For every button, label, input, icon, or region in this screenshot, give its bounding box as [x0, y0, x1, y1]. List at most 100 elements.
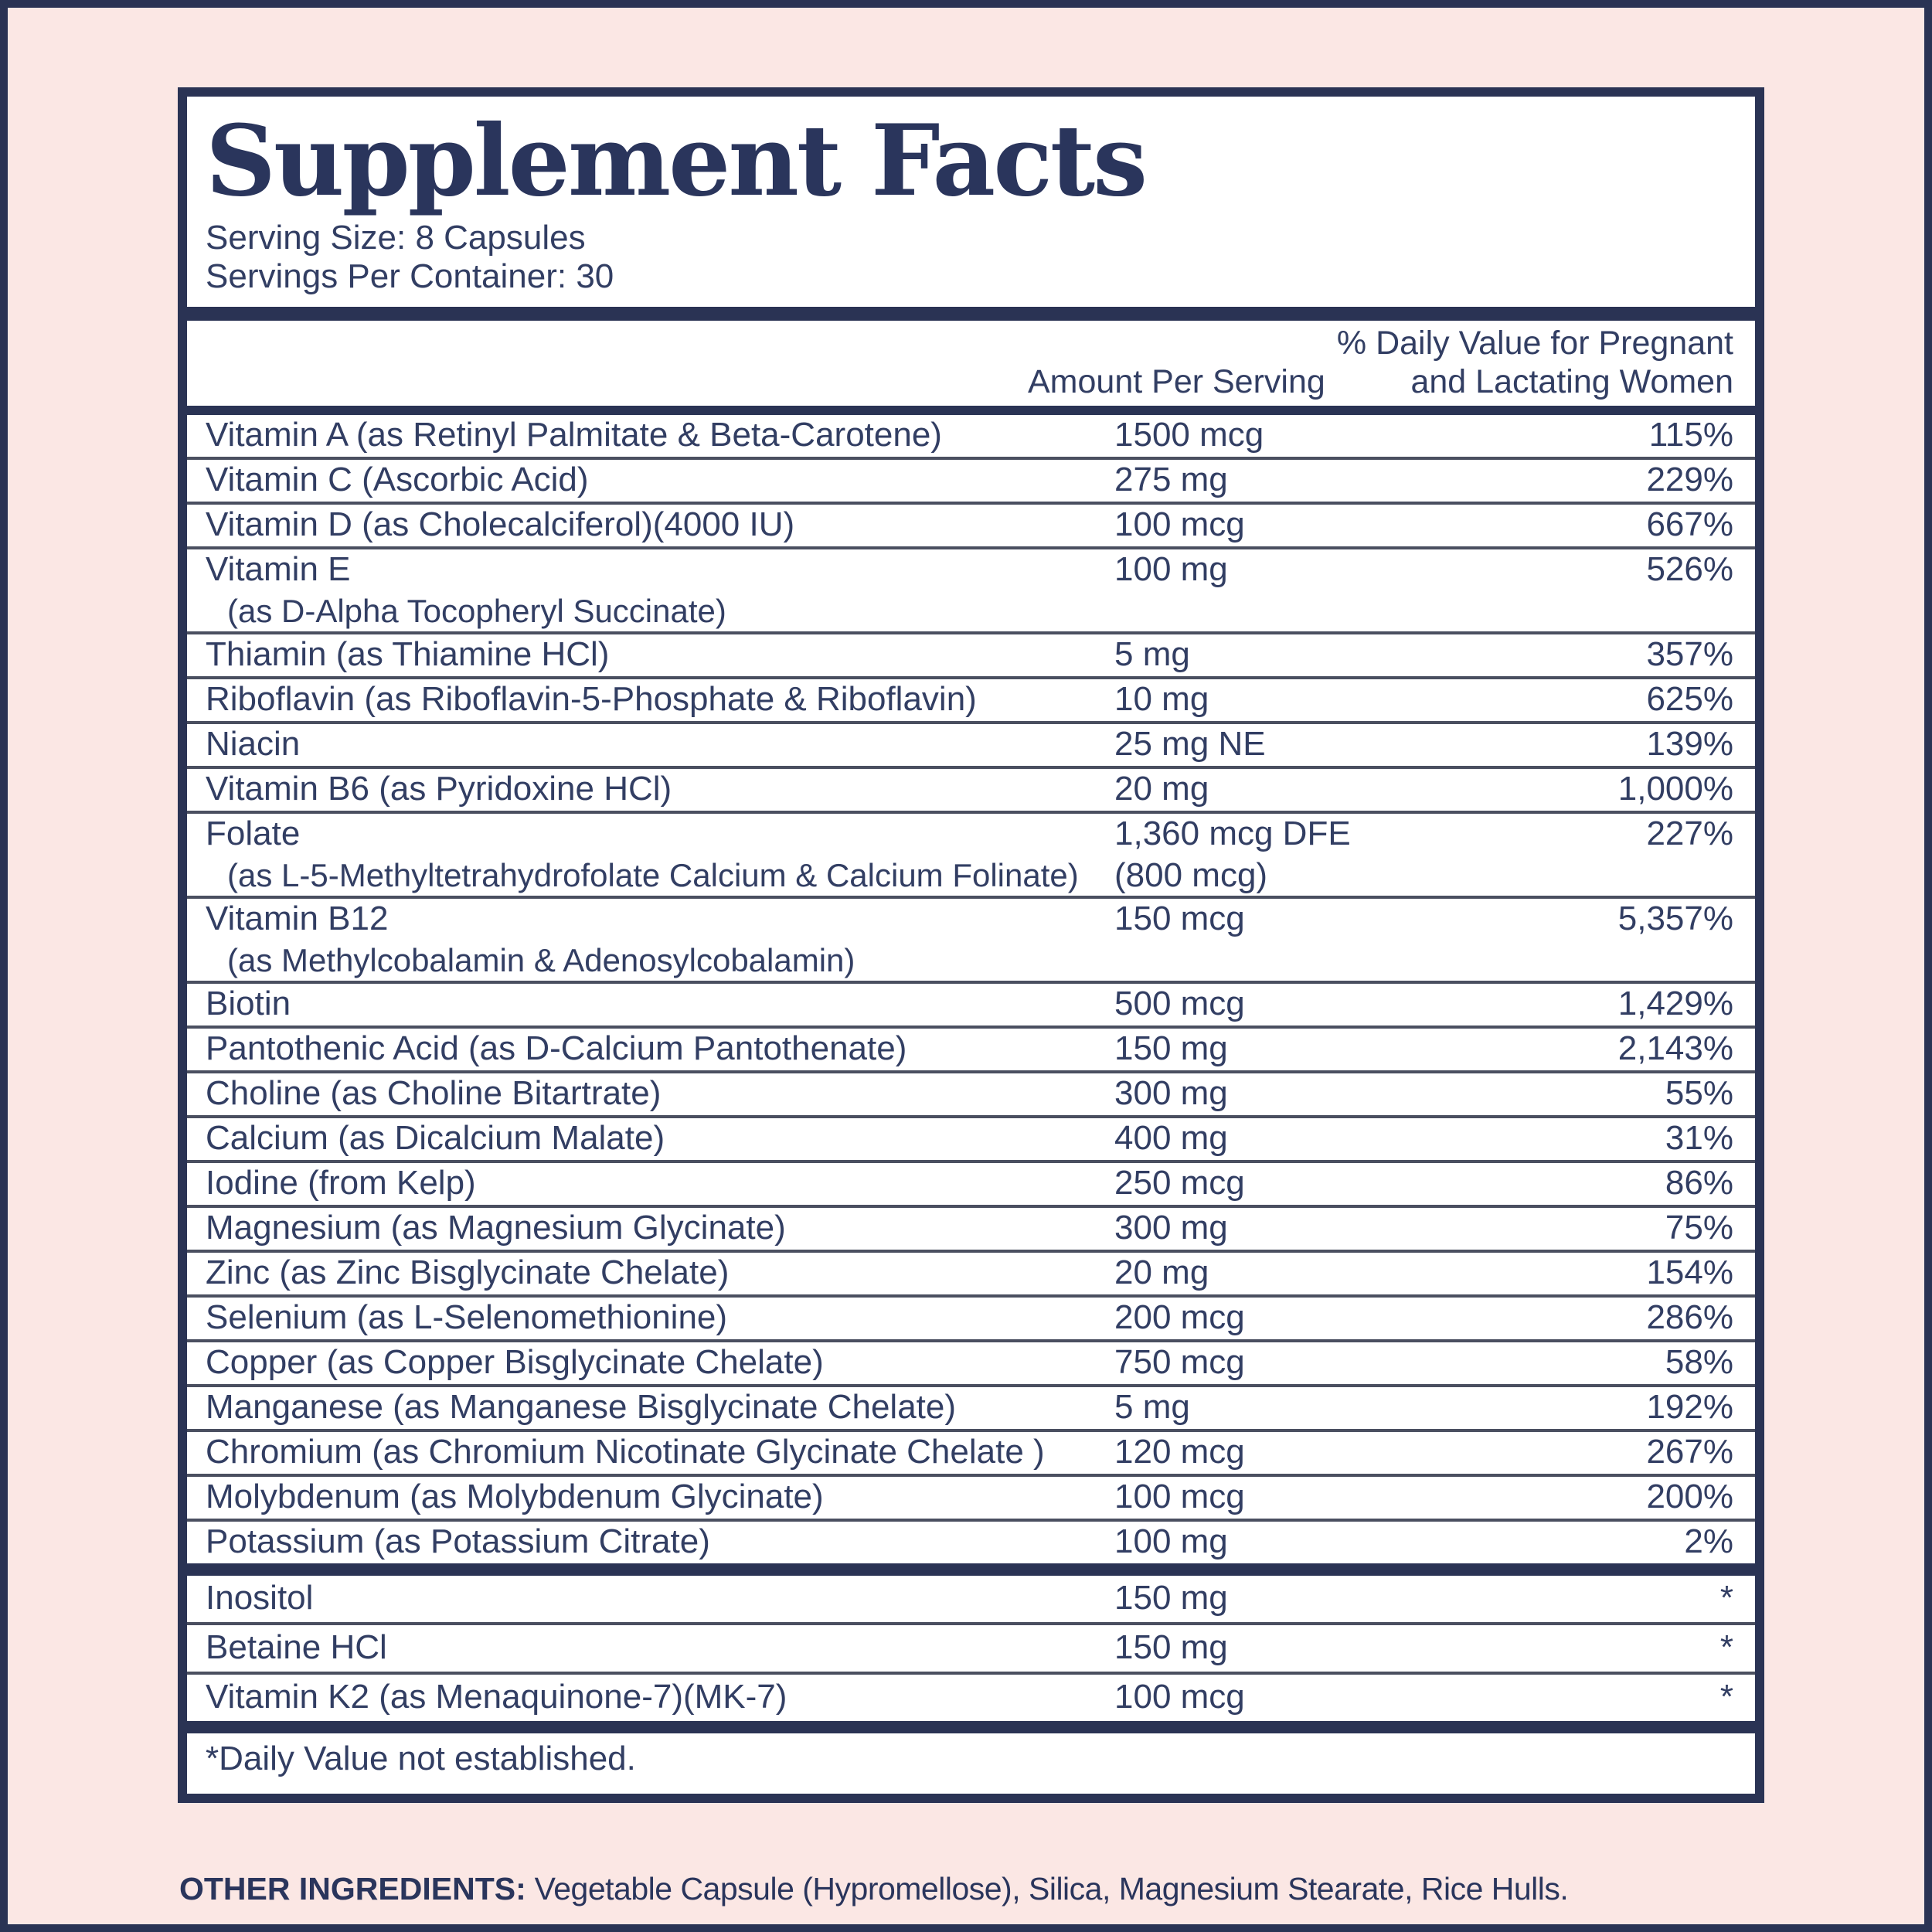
amount-per-serving-value: 300 mg [1114, 1074, 1228, 1112]
ingredient-name: Vitamin K2 (as Menaquinone-7)(MK-7) [206, 1678, 787, 1716]
ingredient-name: Niacin [206, 725, 301, 763]
serving-info: Serving Size: 8 Capsules Servings Per Co… [206, 219, 1755, 296]
servings-per-container: Servings Per Container: 30 [206, 257, 614, 295]
daily-value-percent: 115% [1648, 416, 1733, 454]
ingredient-name: Vitamin A (as Retinyl Palmitate & Beta-C… [206, 416, 942, 454]
ingredient-name: Magnesium (as Magnesium Glycinate) [206, 1209, 786, 1247]
amount-per-serving-value: 20 mg [1114, 1253, 1209, 1291]
daily-value-percent: 667% [1646, 505, 1733, 543]
table-row: Vitamin D (as Cholecalciferol)(4000 IU) 1… [187, 502, 1755, 546]
amount-per-serving-value: 200 mcg [1114, 1298, 1245, 1336]
ingredient-name: Copper (as Copper Bisglycinate Chelate) [206, 1343, 824, 1381]
table-row: Vitamin A (as Retinyl Palmitate & Beta-C… [187, 415, 1755, 457]
ingredient-name: Riboflavin (as Riboflavin-5-Phosphate & … [206, 680, 977, 718]
divider-thick-top [187, 307, 1755, 321]
ingredient-name: Manganese (as Manganese Bisglycinate Che… [206, 1388, 957, 1426]
table-row: Zinc (as Zinc Bisglycinate Chelate) 20 mg… [187, 1250, 1755, 1294]
daily-value-column-header: % Daily Value for Pregnant and Lactating… [1337, 324, 1733, 401]
amount-per-serving-value: 100 mg [1114, 1522, 1228, 1560]
table-row: Vitamin K2 (as Menaquinone-7)(MK-7) 100 m… [187, 1672, 1755, 1721]
divider-before-footnote [187, 1721, 1755, 1733]
serving-size: Serving Size: 8 Capsules [206, 219, 586, 257]
daily-value-percent: 192% [1646, 1388, 1733, 1426]
amount-per-serving-value: 500 mcg [1114, 985, 1245, 1022]
amount-per-serving-value: 100 mcg [1114, 1478, 1245, 1515]
panel-title: Supplement Facts [206, 104, 1148, 218]
daily-value-percent: 1,000% [1617, 770, 1733, 808]
daily-value-percent: 286% [1646, 1298, 1733, 1336]
ingredient-name: Molybdenum (as Molybdenum Glycinate) [206, 1478, 824, 1515]
ingredient-name: Selenium (as L-Selenomethionine) [206, 1298, 728, 1336]
ingredient-name: Zinc (as Zinc Bisglycinate Chelate) [206, 1253, 730, 1291]
table-row: Iodine (from Kelp) 250 mcg 86% [187, 1160, 1755, 1205]
daily-value-percent: 55% [1665, 1074, 1733, 1112]
ingredient-name: Potassium (as Potassium Citrate) [206, 1522, 710, 1560]
table-row: Manganese (as Manganese Bisglycinate Che… [187, 1384, 1755, 1429]
ingredient-name: Folate (as L-5-Methyltetrahydrofolate Cal… [206, 815, 1079, 893]
daily-value-percent: 139% [1646, 725, 1733, 763]
ingredient-name: Inositol [206, 1579, 314, 1617]
daily-value-percent: 1,429% [1617, 985, 1733, 1022]
nutrient-rows-main: Vitamin A (as Retinyl Palmitate & Beta-C… [187, 415, 1755, 1563]
amount-per-serving-value: 5 mg [1114, 635, 1190, 673]
amount-per-serving-value: 10 mg [1114, 680, 1209, 718]
ingredient-name: Vitamin B12 (as Methylcobalamin & Adenosy… [206, 900, 855, 978]
daily-value-percent: 267% [1646, 1433, 1733, 1471]
table-row: Pantothenic Acid (as D-Calcium Pantothen… [187, 1026, 1755, 1070]
daily-value-percent: 227% [1646, 815, 1733, 852]
table-row: Selenium (as L-Selenomethionine) 200 mcg 2… [187, 1294, 1755, 1339]
ingredient-name: Vitamin B6 (as Pyridoxine HCl) [206, 770, 672, 808]
daily-value-percent: 31% [1665, 1119, 1733, 1157]
daily-value-percent: 2% [1684, 1522, 1733, 1560]
daily-value-percent: * [1719, 1678, 1733, 1716]
table-row: Calcium (as Dicalcium Malate) 400 mg 31% [187, 1115, 1755, 1160]
daily-value-percent: 200% [1646, 1478, 1733, 1515]
ingredient-name: Vitamin C (Ascorbic Acid) [206, 461, 589, 498]
ingredient-name: Betaine HCl [206, 1628, 387, 1666]
ingredient-name: Calcium (as Dicalcium Malate) [206, 1119, 665, 1157]
daily-value-percent: 86% [1665, 1164, 1733, 1202]
amount-per-serving-value: 400 mg [1114, 1119, 1228, 1157]
amount-per-serving-value: 750 mcg [1114, 1343, 1245, 1381]
daily-value-percent: 357% [1646, 635, 1733, 673]
amount-per-serving-value: 150 mg [1114, 1579, 1228, 1617]
amount-per-serving-value: 1500 mcg [1114, 416, 1264, 454]
other-ingredients-line: OTHER INGREDIENTS: Vegetable Capsule (Hy… [179, 1870, 1569, 1907]
daily-value-percent: 154% [1646, 1253, 1733, 1291]
daily-value-percent: 5,357% [1617, 900, 1733, 937]
amount-per-serving-value: 25 mg NE [1114, 725, 1266, 763]
table-row: Molybdenum (as Molybdenum Glycinate) 100 … [187, 1474, 1755, 1519]
other-ingredients-text: Vegetable Capsule (Hypromellose), Silica… [534, 1871, 1569, 1906]
table-row: Riboflavin (as Riboflavin-5-Phosphate & … [187, 676, 1755, 721]
table-row: Potassium (as Potassium Citrate) 100 mg 2% [187, 1519, 1755, 1563]
ingredient-name: Choline (as Choline Bitartrate) [206, 1074, 662, 1112]
daily-value-percent: 75% [1665, 1209, 1733, 1247]
daily-value-header-line2: and Lactating Women [1410, 363, 1733, 400]
divider-before-other-nutrients [187, 1563, 1755, 1576]
amount-per-serving-value: 120 mcg [1114, 1433, 1245, 1471]
table-row: Betaine HCl 150 mg * [187, 1622, 1755, 1672]
ingredient-name: Vitamin E (as D-Alpha Tocopheryl Succinat… [206, 550, 726, 629]
ingredient-name: Thiamin (as Thiamine HCl) [206, 635, 610, 673]
ingredient-name: Vitamin D (as Cholecalciferol)(4000 IU) [206, 505, 795, 543]
table-row: Vitamin C (Ascorbic Acid) 275 mg 229% [187, 457, 1755, 502]
amount-per-serving-value: 275 mg [1114, 461, 1228, 498]
daily-value-percent: 58% [1665, 1343, 1733, 1381]
divider-below-headers [187, 406, 1755, 415]
daily-value-percent: * [1719, 1628, 1733, 1666]
amount-per-serving-value: 1,360 mcg DFE (800 mcg) [1114, 815, 1351, 894]
table-row: Thiamin (as Thiamine HCl) 5 mg 357% [187, 631, 1755, 676]
daily-value-header-line1: % Daily Value for Pregnant [1336, 325, 1733, 362]
other-ingredients-heading: OTHER INGREDIENTS: [179, 1871, 526, 1906]
amount-per-serving-value: 250 mcg [1114, 1164, 1245, 1202]
daily-value-percent: * [1719, 1579, 1733, 1617]
amount-per-serving-value: 150 mcg [1114, 900, 1245, 937]
amount-per-serving-value: 5 mg [1114, 1388, 1190, 1426]
amount-per-serving-value: 300 mg [1114, 1209, 1228, 1247]
supplement-facts-panel: Supplement Facts Serving Size: 8 Capsule… [178, 87, 1764, 1803]
amount-per-serving-value: 20 mg [1114, 770, 1209, 808]
table-row: Chromium (as Chromium Nicotinate Glycina… [187, 1429, 1755, 1474]
daily-value-percent: 625% [1646, 680, 1733, 718]
table-row: Magnesium (as Magnesium Glycinate) 300 mg… [187, 1205, 1755, 1250]
